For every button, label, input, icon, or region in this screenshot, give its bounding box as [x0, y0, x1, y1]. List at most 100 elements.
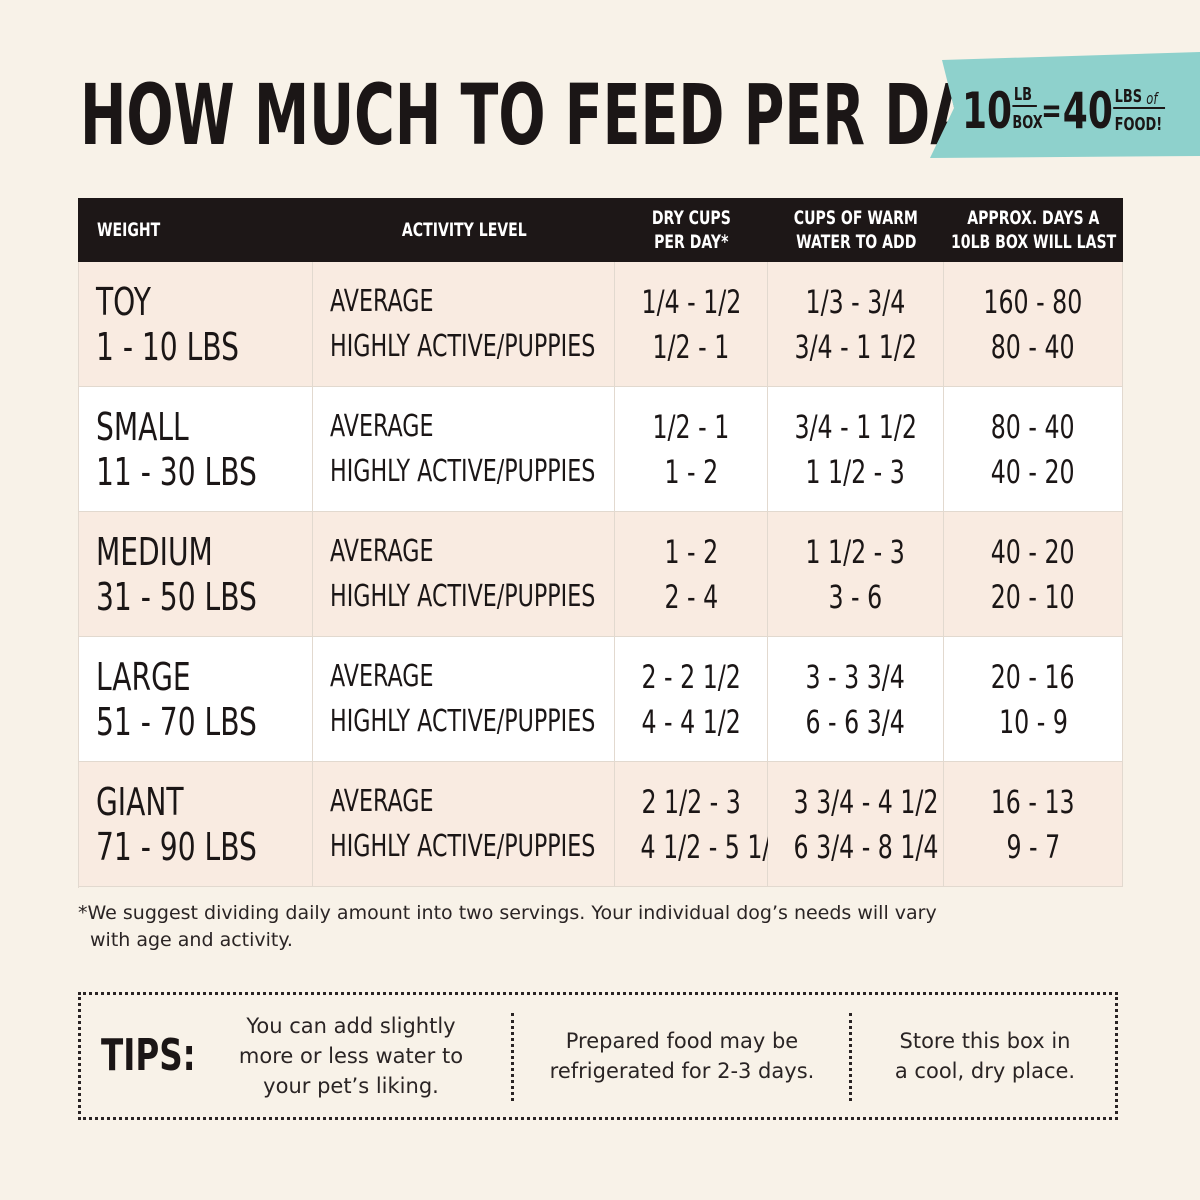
cell-text: 11 - 30 LBS	[96, 450, 257, 494]
cell-line: 3/4 - 1 1/2	[768, 405, 943, 449]
cell-line: TOY	[79, 280, 312, 324]
badge-box-unit: LB	[1014, 83, 1032, 105]
cell-line: 20 - 16	[944, 655, 1122, 699]
tip-line: your pet’s liking.	[263, 1074, 439, 1098]
cell-line: 10 - 9	[944, 700, 1122, 744]
header-text: APPROX. DAYS A	[967, 207, 1100, 229]
cell-text: LARGE	[96, 655, 191, 699]
cell-text: 16 - 13	[991, 783, 1075, 821]
header-cell: APPROX. DAYS A 10LB BOX WILL LAST	[944, 198, 1123, 262]
cell-text: 40 - 20	[991, 453, 1075, 491]
cell-text: 3 - 6	[828, 578, 883, 616]
cell-line: 1/2 - 1	[615, 325, 767, 369]
badge-box-unit: BOX	[1012, 111, 1042, 133]
cell-line: 4 1/2 - 5 1/2	[615, 825, 785, 869]
header-bar	[78, 198, 1123, 262]
table-cell: 1/4 - 1/2 1/2 - 1	[615, 262, 768, 387]
cell-line: 20 - 10	[944, 575, 1122, 619]
cell-line: AVERAGE	[313, 530, 614, 574]
cell-line: HIGHLY ACTIVE/PUPPIES	[313, 825, 614, 869]
cell-text: 2 - 4	[664, 578, 718, 616]
table-cell: MEDIUM 31 - 50 LBS	[79, 512, 313, 637]
badge-food-of: of	[1146, 90, 1159, 108]
table-cell: LARGE 51 - 70 LBS	[79, 637, 313, 762]
badge-equals: =	[1041, 91, 1062, 130]
table-cell: TOY 1 - 10 LBS	[79, 262, 313, 387]
cell-text: HIGHLY ACTIVE/PUPPIES	[330, 829, 596, 864]
cell-text: AVERAGE	[330, 284, 434, 319]
title: HOW MUCH TO FEED PER DAY	[80, 70, 1200, 160]
cell-text: AVERAGE	[330, 784, 434, 819]
footnote: *We suggest dividing daily amount into t…	[78, 900, 1122, 954]
header-text: WEIGHT	[97, 219, 161, 241]
cell-line: HIGHLY ACTIVE/PUPPIES	[313, 575, 614, 619]
cell-line: AVERAGE	[313, 280, 614, 324]
cell-line: 1 - 2	[615, 450, 767, 494]
table-cell: 160 - 80 80 - 40	[944, 262, 1123, 387]
badge-box-amount: 10	[962, 83, 1012, 140]
tip: Store this box in a cool, dry place.	[851, 995, 1119, 1117]
cell-text: GIANT	[96, 780, 184, 824]
table-cell: 2 - 2 1/2 4 - 4 1/2	[615, 637, 768, 762]
title-text: HOW MUCH TO FEED PER DAY	[80, 66, 1009, 164]
cell-line: 1/4 - 1/2	[615, 280, 767, 324]
tips-box: TIPS: You can add slightly more or less wa…	[78, 992, 1118, 1120]
tip-line: Store this box in	[899, 1029, 1071, 1053]
cell-line: 11 - 30 LBS	[79, 450, 312, 494]
cell-text: 1 - 2	[664, 453, 718, 491]
tip: You can add slightly more or less water t…	[211, 995, 491, 1117]
cell-line: 3 - 6	[768, 575, 943, 619]
tips-label-text: TIPS:	[101, 1030, 196, 1081]
cell-line: 51 - 70 LBS	[79, 700, 312, 744]
cell-text: 4 1/2 - 5 1/2	[640, 828, 786, 866]
cell-text: 160 - 80	[983, 283, 1083, 321]
cell-text: 2 - 2 1/2	[641, 658, 741, 696]
table-cell: 40 - 20 20 - 10	[944, 512, 1123, 637]
tip-line: refrigerated for 2-3 days.	[549, 1059, 815, 1083]
cell-text: HIGHLY ACTIVE/PUPPIES	[330, 579, 596, 614]
cell-text: AVERAGE	[330, 534, 434, 569]
feeding-table: WEIGHT ACTIVITY LEVEL DRY CUPS PER DAY* CUPS…	[78, 198, 1123, 888]
cell-text: 1 1/2 - 3	[805, 453, 906, 491]
cell-text: 51 - 70 LBS	[96, 700, 257, 744]
cell-line: 1 1/2 - 3	[768, 450, 943, 494]
tip-line: You can add slightly	[246, 1014, 456, 1038]
cell-text: MEDIUM	[96, 530, 213, 574]
cell-line: 4 - 4 1/2	[615, 700, 767, 744]
cell-line: HIGHLY ACTIVE/PUPPIES	[313, 325, 614, 369]
cell-line: GIANT	[79, 780, 312, 824]
cell-text: 20 - 10	[991, 578, 1075, 616]
badge-bg	[930, 52, 1200, 158]
tip: Prepared food may be refrigerated for 2-3…	[513, 995, 851, 1117]
cell-line: LARGE	[79, 655, 312, 699]
cell-text: 10 - 9	[998, 703, 1068, 741]
cell-text: 3/4 - 1 1/2	[794, 328, 917, 366]
cell-line: 1 1/2 - 3	[768, 530, 943, 574]
cell-text: 3 3/4 - 4 1/2	[793, 783, 939, 821]
cell-line: 2 - 4	[615, 575, 767, 619]
header-cell: CUPS OF WARM WATER TO ADD	[768, 198, 944, 262]
table-cell: AVERAGE HIGHLY ACTIVE/PUPPIES	[313, 762, 615, 887]
cell-text: 1 1/2 - 3	[805, 533, 906, 571]
cell-line: 3/4 - 1 1/2	[768, 325, 943, 369]
header-text: WATER TO ADD	[795, 231, 917, 253]
header-text: PER DAY*	[654, 231, 729, 253]
footnote-line: *We suggest dividing daily amount into t…	[78, 902, 937, 924]
cell-text: 1 - 10 LBS	[96, 325, 239, 369]
cell-text: 6 - 6 3/4	[805, 703, 906, 741]
cell-line: 1 - 2	[615, 530, 767, 574]
table-cell: 1 - 2 2 - 4	[615, 512, 768, 637]
cell-text: 1/2 - 1	[652, 408, 730, 446]
cell-text: 6 3/4 - 8 1/4	[793, 828, 939, 866]
tip-line: more or less water to	[238, 1044, 464, 1068]
header-cell: WEIGHT	[97, 198, 297, 262]
cell-line: AVERAGE	[313, 780, 614, 824]
cell-line: 9 - 7	[944, 825, 1122, 869]
cell-line: 71 - 90 LBS	[79, 825, 312, 869]
cell-line: SMALL	[79, 405, 312, 449]
badge-food-unit: LBS	[1115, 85, 1142, 107]
cell-line: 1 - 10 LBS	[79, 325, 312, 369]
table-cell: AVERAGE HIGHLY ACTIVE/PUPPIES	[313, 512, 615, 637]
cell-line: 1/2 - 1	[615, 405, 767, 449]
